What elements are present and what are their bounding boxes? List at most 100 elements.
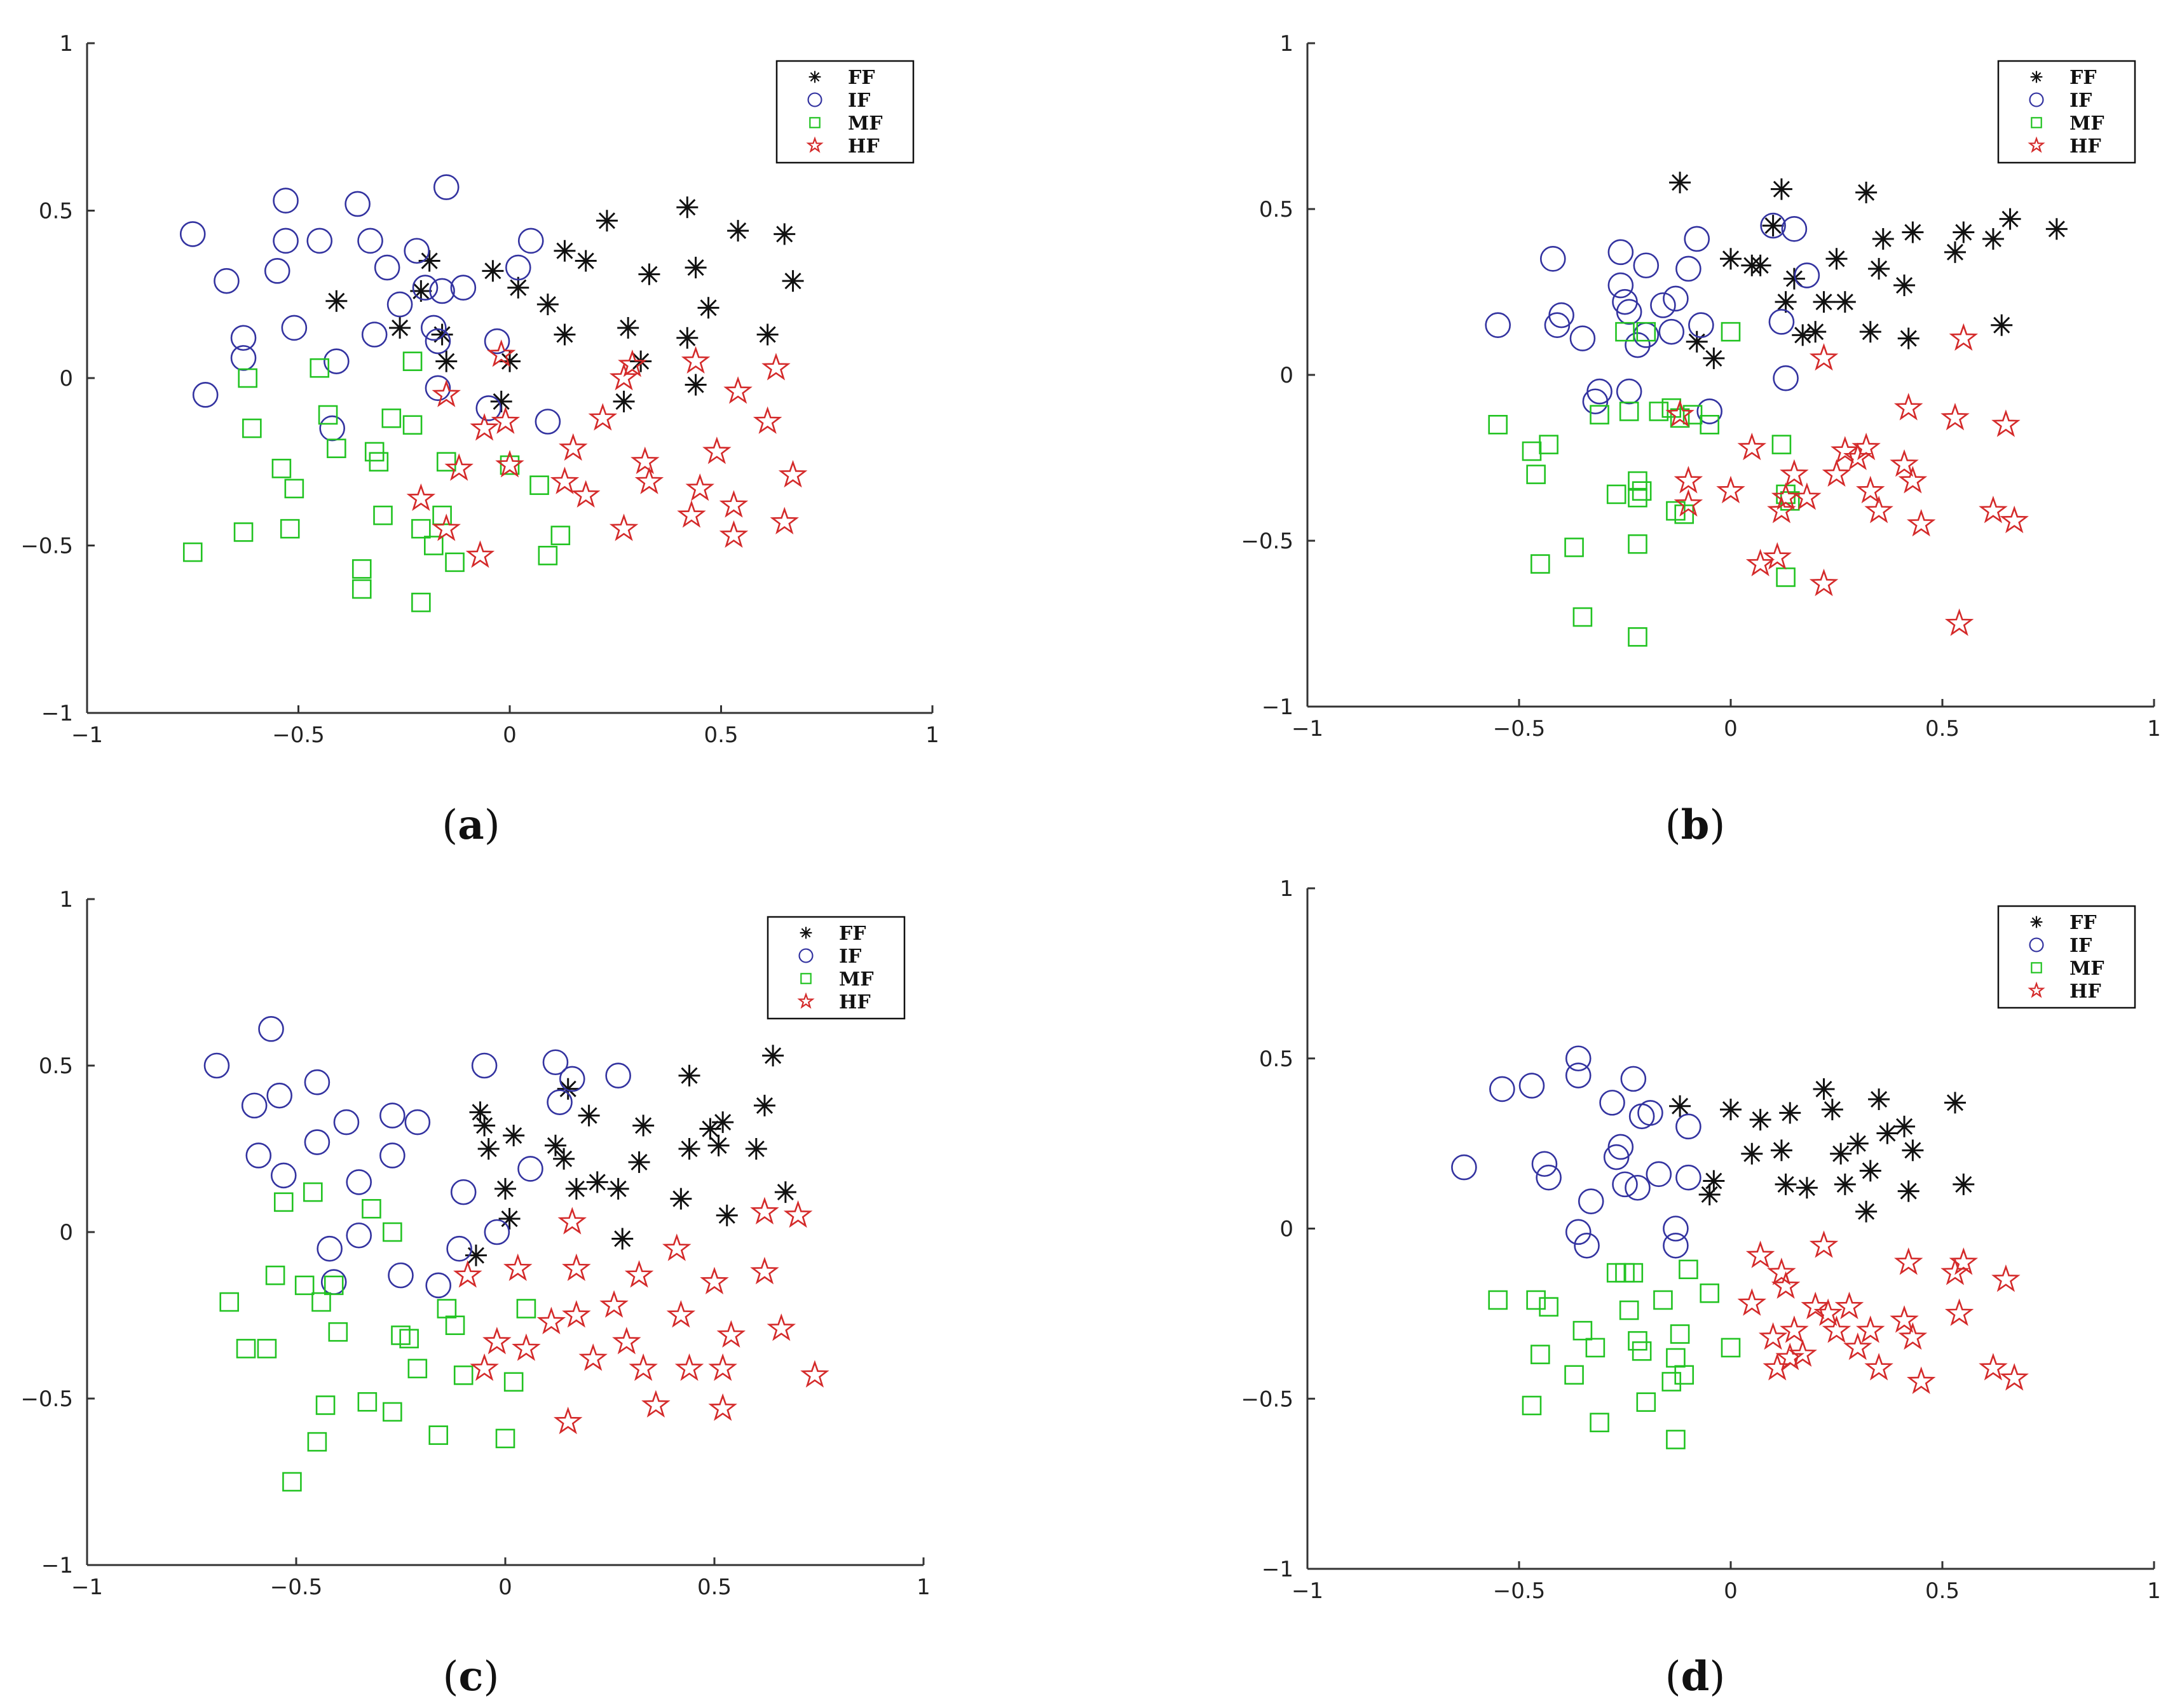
data-point-mf: [1585, 1338, 1606, 1358]
legend-symbol: [2029, 915, 2043, 929]
data-point-ff: [493, 1177, 517, 1201]
y-tick-label: 0.5: [39, 199, 73, 224]
data-point-if: [388, 1262, 414, 1289]
x-tick-label: −1: [71, 1575, 103, 1600]
x-tick-label: −1: [71, 722, 103, 748]
data-point-ff: [616, 316, 640, 340]
data-point-if: [333, 1109, 360, 1135]
data-point-ff: [472, 1113, 496, 1137]
x-tick-label: 1: [2147, 716, 2161, 742]
data-point-hf: [676, 1355, 702, 1380]
data-point-mf: [1539, 435, 1558, 454]
data-point-ff: [1825, 247, 1848, 271]
data-point-mf: [1628, 1331, 1647, 1351]
data-point-mf: [1628, 627, 1647, 647]
data-point-ff: [610, 1226, 634, 1250]
y-tick-label: 1: [1279, 876, 1293, 902]
data-point-hf: [1811, 570, 1837, 595]
data-point-hf: [1760, 1324, 1786, 1349]
data-point-hf: [1900, 467, 1926, 492]
data-point-mf: [282, 1472, 302, 1492]
y-tick-label: 0: [59, 1220, 73, 1245]
data-point-if: [1607, 239, 1634, 266]
legend-marker-ff: [2029, 915, 2043, 929]
data-point-mf: [242, 418, 262, 438]
data-point-ff: [1719, 1097, 1743, 1122]
data-point-if: [1675, 1164, 1701, 1191]
data-point-ff: [1981, 227, 2005, 251]
data-point-hf: [433, 515, 460, 540]
legend-label-mf: MF: [2069, 958, 2104, 980]
data-point-mf: [373, 505, 393, 525]
legend-box: [767, 916, 906, 1020]
data-point-hf: [754, 408, 781, 433]
data-point-ff: [324, 289, 348, 313]
data-point-hf: [1824, 1317, 1850, 1342]
data-point-if: [1675, 255, 1701, 282]
data-point-mf: [495, 1428, 515, 1449]
x-tick-label: 1: [917, 1575, 931, 1600]
x-tick-label: −1: [1292, 1578, 1323, 1604]
data-point-ff: [756, 322, 780, 346]
y-tick-label: −0.5: [20, 534, 73, 559]
y-tick-label: −1: [1262, 1557, 1293, 1582]
data-point-hf: [513, 1335, 540, 1360]
data-point-if: [1578, 1188, 1604, 1214]
data-point-if: [559, 1066, 585, 1092]
data-point-if: [374, 254, 400, 281]
data-point-hf: [1802, 1293, 1829, 1318]
data-point-if: [1489, 1076, 1515, 1102]
data-point-ff: [1740, 1142, 1764, 1166]
data-point-hf: [1942, 404, 1968, 430]
data-point-ff: [1829, 1142, 1853, 1166]
data-point-hf: [433, 381, 460, 406]
data-point-if: [1569, 325, 1596, 351]
data-point-mf: [1522, 441, 1542, 461]
x-tick-label: 0: [1724, 716, 1738, 742]
data-point-if: [241, 1092, 268, 1119]
data-point-hf: [701, 1268, 728, 1294]
data-point-ff: [631, 1113, 655, 1137]
series-ff: [324, 195, 805, 414]
legend-marker-ff: [2029, 70, 2043, 84]
x-tick-label: 1: [925, 722, 939, 748]
data-point-ff: [1871, 227, 1895, 251]
x-tick-label: −0.5: [270, 1575, 323, 1600]
data-point-mf: [538, 546, 558, 566]
legend-symbol: [2029, 70, 2043, 84]
data-point-ff: [1795, 1176, 1819, 1200]
data-point-mf: [1666, 1348, 1686, 1368]
data-point-mf: [1526, 1290, 1546, 1310]
data-point-hf: [1946, 610, 1972, 635]
data-point-if: [1607, 1134, 1634, 1160]
legend-label-mf: MF: [2069, 112, 2104, 135]
data-point-mf: [351, 579, 372, 599]
data-point-if: [1607, 272, 1634, 299]
data-point-hf: [1895, 1249, 1922, 1274]
series-ff: [1668, 170, 2069, 370]
data-point-if: [1518, 1073, 1545, 1099]
data-point-mf: [364, 442, 385, 462]
legend-label-ff: FF: [839, 923, 866, 945]
data-point-hf: [1908, 1368, 1934, 1393]
data-point-hf: [683, 348, 709, 373]
x-tick-label: −0.5: [272, 722, 325, 748]
data-point-hf: [1980, 497, 2007, 522]
data-point-hf: [725, 377, 751, 403]
legend-label-hf: HF: [848, 135, 880, 158]
data-point-if: [1536, 1164, 1562, 1191]
data-point-mf: [357, 1392, 378, 1412]
data-point-ff: [627, 1150, 651, 1174]
data-point-if: [273, 227, 299, 254]
data-point-ff: [1892, 273, 1916, 297]
data-point-if: [379, 1102, 406, 1128]
data-point-hf: [1781, 1317, 1808, 1342]
data-point-if: [1565, 1062, 1592, 1088]
data-point-hf: [559, 1208, 585, 1233]
data-point-if: [266, 1082, 292, 1109]
legend-symbol: [799, 926, 813, 940]
data-point-mf: [402, 351, 423, 371]
data-point-if: [425, 328, 451, 355]
y-tick-label: 0: [59, 366, 73, 391]
